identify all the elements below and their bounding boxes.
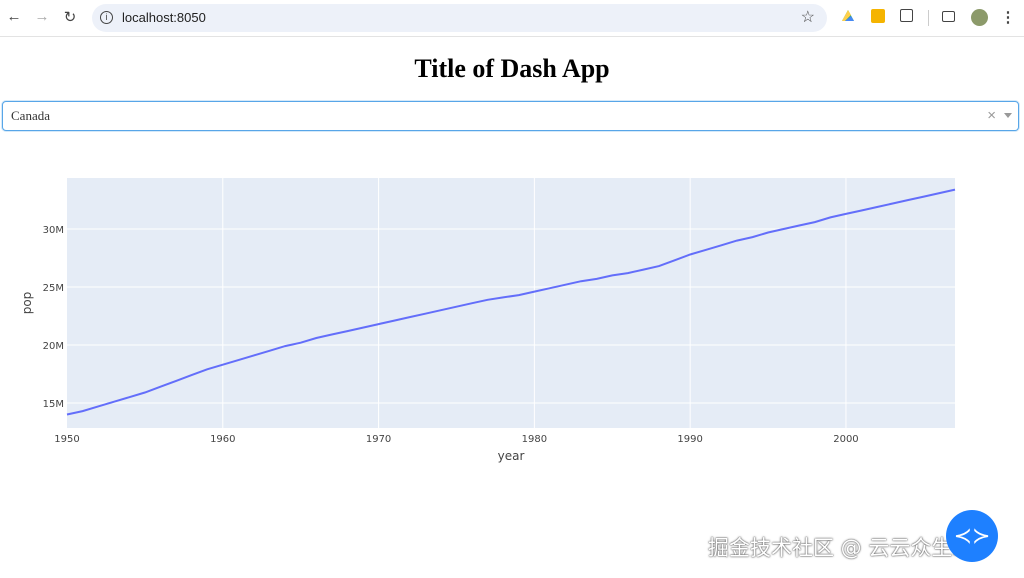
x-tick-label: 1990 — [677, 434, 702, 445]
keep-icon[interactable] — [871, 9, 885, 23]
address-bar[interactable]: i localhost:8050 ☆ — [92, 4, 827, 32]
more-menu-icon[interactable]: ⋮ — [1000, 9, 1016, 26]
y-tick-label: 20M — [43, 341, 64, 352]
browser-toolbar: ← → ↻ i localhost:8050 ☆ ⋮ — [0, 0, 1024, 37]
x-tick-label: 1960 — [210, 434, 235, 445]
google-drive-icon[interactable] — [841, 9, 855, 23]
juejin-logo-icon: ≺≻ — [946, 510, 998, 562]
forward-icon[interactable]: → — [34, 8, 50, 25]
dropdown-selected-value: Canada — [11, 108, 50, 123]
bookmark-star-icon[interactable]: ☆ — [800, 9, 815, 26]
cast-icon[interactable] — [942, 11, 955, 22]
site-info-icon[interactable]: i — [100, 11, 113, 24]
page-title: Title of Dash App — [414, 54, 610, 83]
toolbar-divider — [928, 10, 929, 26]
y-tick-label: 25M — [43, 283, 64, 294]
url-text: localhost:8050 — [122, 10, 206, 25]
country-dropdown[interactable]: Canada × — [2, 101, 1019, 131]
x-tick-label: 1980 — [522, 434, 547, 445]
x-tick-label: 2000 — [833, 434, 858, 445]
y-tick-label: 15M — [43, 399, 64, 410]
x-tick-label: 1970 — [366, 434, 391, 445]
population-line-chart[interactable]: 1950 1960 1970 1980 1990 2000 15M 20M 25M 30M yea… — [0, 140, 1024, 480]
x-tick-label: 1950 — [54, 434, 79, 445]
extensions-icon[interactable] — [900, 9, 913, 22]
back-icon[interactable]: ← — [6, 8, 22, 25]
y-tick-label: 30M — [43, 225, 64, 236]
series-line — [66, 188, 956, 416]
plot-background — [67, 178, 955, 428]
profile-avatar[interactable] — [971, 9, 988, 26]
y-axis-label: pop — [20, 292, 34, 315]
x-axis-label: year — [498, 449, 525, 463]
reload-icon[interactable]: ↻ — [63, 9, 77, 26]
chevron-down-icon[interactable] — [1004, 113, 1012, 118]
watermark-text: 掘金技术社区 @ 云云众生s — [708, 536, 964, 560]
clear-icon[interactable]: × — [987, 107, 996, 124]
